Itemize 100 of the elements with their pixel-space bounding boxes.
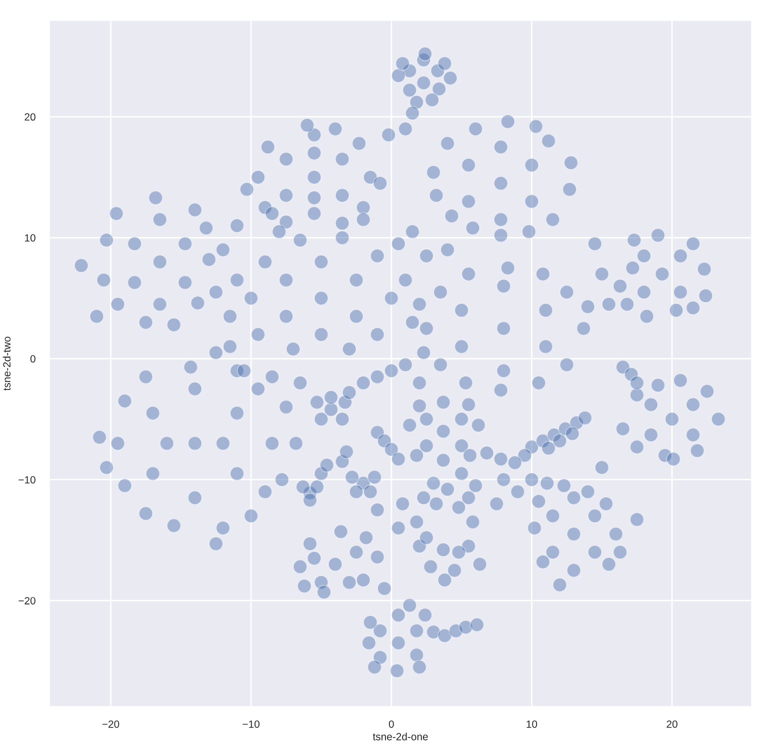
point [436, 542, 450, 557]
point [260, 140, 276, 154]
point [630, 440, 644, 454]
y-tick-label: −10 [18, 476, 36, 484]
point [566, 563, 581, 578]
point [594, 460, 610, 475]
point [398, 358, 413, 372]
point [433, 358, 448, 372]
point [626, 232, 642, 248]
point [307, 170, 322, 184]
point [461, 158, 476, 172]
point [356, 200, 371, 215]
point [686, 236, 700, 251]
point [673, 284, 688, 300]
point [409, 624, 424, 638]
point [356, 212, 371, 227]
point [494, 452, 508, 466]
point [409, 648, 424, 662]
point [335, 152, 350, 166]
x-axis-title: tsne-2d-one [372, 732, 428, 740]
point [184, 360, 198, 374]
point [524, 158, 539, 172]
point [416, 76, 431, 90]
point [608, 526, 624, 542]
point [92, 430, 107, 444]
point [598, 496, 614, 511]
point [398, 122, 413, 136]
point [612, 544, 628, 560]
point [711, 412, 726, 426]
point [250, 382, 266, 396]
point [405, 315, 420, 330]
point [419, 438, 434, 453]
point [384, 364, 399, 378]
point [286, 342, 300, 356]
point [109, 206, 124, 221]
point [636, 284, 652, 300]
point [418, 608, 432, 622]
point [458, 620, 473, 634]
point [500, 260, 516, 276]
point [395, 496, 410, 511]
point [416, 490, 431, 505]
point [216, 520, 230, 536]
point [370, 248, 385, 264]
point [296, 480, 310, 494]
point [630, 512, 644, 527]
point [292, 376, 308, 390]
point [690, 443, 704, 458]
point [138, 506, 154, 521]
point [370, 327, 385, 342]
point [602, 297, 616, 312]
point [208, 284, 224, 300]
point [230, 466, 244, 481]
point [216, 436, 230, 451]
point [532, 494, 546, 509]
point [664, 412, 680, 426]
point [698, 288, 713, 303]
point [454, 339, 469, 354]
point [686, 428, 700, 442]
point [236, 364, 252, 378]
point [342, 575, 356, 590]
point [468, 478, 483, 493]
point [528, 119, 544, 134]
point [541, 440, 556, 456]
point [538, 339, 553, 354]
point [436, 395, 450, 410]
point [335, 412, 350, 426]
y-tick-label: 0 [30, 355, 36, 363]
point [208, 536, 224, 551]
point [602, 557, 616, 572]
point [527, 520, 542, 536]
point [146, 466, 160, 481]
x-tick-label: 0 [388, 720, 394, 728]
point [669, 303, 684, 318]
point [644, 428, 658, 442]
point [314, 290, 328, 306]
point [339, 444, 354, 459]
point [462, 448, 478, 463]
point [429, 496, 444, 511]
point [494, 382, 508, 398]
point [432, 82, 446, 96]
point [532, 376, 546, 390]
point [110, 297, 125, 312]
point [588, 236, 602, 251]
point [278, 214, 294, 230]
point [412, 660, 427, 674]
point [423, 560, 438, 574]
point [178, 236, 192, 251]
point [398, 272, 413, 288]
point [500, 114, 516, 129]
point [454, 466, 469, 481]
point [630, 376, 644, 390]
point [419, 412, 434, 426]
point [272, 224, 286, 239]
point [372, 176, 388, 190]
point [470, 618, 484, 632]
point [644, 397, 658, 412]
point [328, 122, 342, 136]
point [562, 182, 577, 197]
point [626, 260, 640, 276]
point [230, 272, 244, 288]
